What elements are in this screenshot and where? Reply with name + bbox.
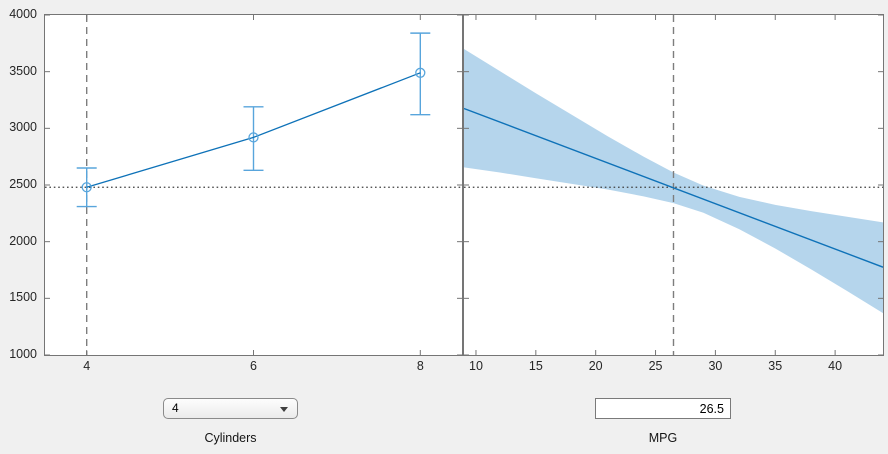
x-tick-label: 25 [648,359,663,373]
x-tick-label: 30 [708,359,723,373]
confidence-band [464,49,883,314]
x-tick-label: 15 [528,359,543,373]
y-tick-label: 1000 [9,347,37,361]
cylinders-dropdown-value: 4 [172,401,179,415]
fit-line [86,72,421,188]
mpg-label: MPG [648,431,678,445]
chevron-down-icon [280,407,288,412]
data-point-marker [415,67,426,78]
x-tick-label: 20 [588,359,603,373]
x-tick-label: 4 [83,359,91,373]
x-tick-label: 6 [250,359,257,373]
x-tick-label: 10 [469,359,483,373]
y-tick-label: 3500 [9,63,37,78]
y-tick-label: 2500 [9,177,37,191]
data-point-marker [81,182,92,193]
mpg-plot[interactable] [464,15,883,355]
cylinders-dropdown[interactable]: 4 [163,398,298,419]
x-tick-label: 40 [828,359,843,373]
cylinders-panel [44,14,463,356]
y-tick-label: 2000 [9,233,37,248]
mpg-panel [463,14,884,356]
y-tick-label: 4000 [9,7,37,21]
cylinders-label: Cylinders [204,431,257,445]
data-point-marker [248,132,259,143]
x-tick-label: 35 [768,359,783,373]
cylinders-plot[interactable] [45,15,462,355]
y-tick-label: 3000 [9,120,37,135]
y-tick-label: 1500 [9,290,37,305]
mpg-input[interactable] [595,398,731,419]
fit-line [464,107,883,268]
x-tick-label: 8 [416,359,424,373]
